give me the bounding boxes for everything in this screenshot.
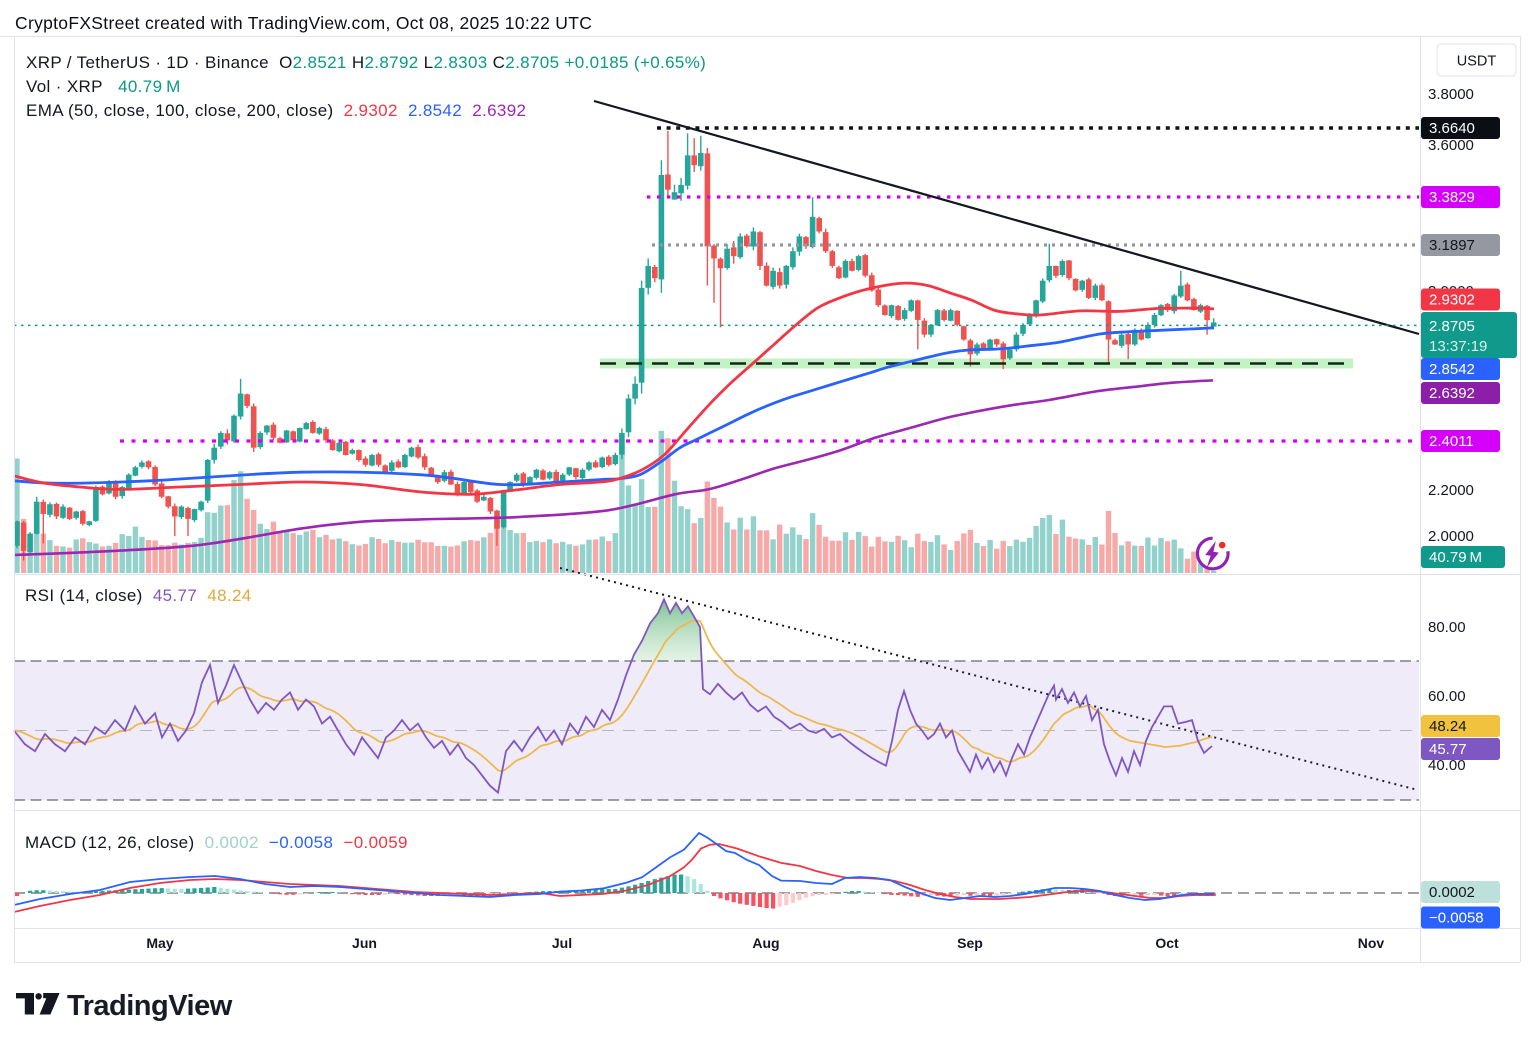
svg-text:0.0002: 0.0002 <box>1429 884 1475 901</box>
svg-text:Jun: Jun <box>352 935 377 951</box>
svg-text:48.24: 48.24 <box>1429 718 1467 735</box>
svg-text:3.3829: 3.3829 <box>1429 189 1475 206</box>
svg-text:2.4011: 2.4011 <box>1429 433 1474 450</box>
svg-text:45.77: 45.77 <box>1429 741 1467 758</box>
svg-text:May: May <box>146 935 173 951</box>
svg-text:40.00: 40.00 <box>1428 757 1466 774</box>
svg-text:−0.0058: −0.0058 <box>1429 910 1484 927</box>
svg-text:3.6640: 3.6640 <box>1429 120 1475 137</box>
svg-text:Aug: Aug <box>752 935 779 951</box>
svg-text:2.0000: 2.0000 <box>1428 528 1474 545</box>
svg-text:USDT: USDT <box>1457 54 1497 70</box>
svg-text:Nov: Nov <box>1358 935 1385 951</box>
svg-text:2.8705: 2.8705 <box>1429 318 1475 335</box>
svg-text:60.00: 60.00 <box>1428 688 1466 705</box>
svg-text:2.6392: 2.6392 <box>1429 385 1475 402</box>
svg-text:Jul: Jul <box>552 935 572 951</box>
svg-text:40.79 M: 40.79 M <box>1429 549 1482 566</box>
svg-text:13:37:19: 13:37:19 <box>1429 338 1487 355</box>
svg-text:2.9302: 2.9302 <box>1429 292 1475 309</box>
svg-text:2.2000: 2.2000 <box>1428 482 1474 499</box>
svg-text:Oct: Oct <box>1155 935 1179 951</box>
svg-text:80.00: 80.00 <box>1428 619 1466 636</box>
svg-text:3.8000: 3.8000 <box>1428 86 1474 103</box>
svg-text:Sep: Sep <box>957 935 983 951</box>
svg-text:3.6000: 3.6000 <box>1428 137 1474 154</box>
svg-text:3.1897: 3.1897 <box>1429 237 1475 254</box>
svg-text:2.8542: 2.8542 <box>1429 361 1475 378</box>
